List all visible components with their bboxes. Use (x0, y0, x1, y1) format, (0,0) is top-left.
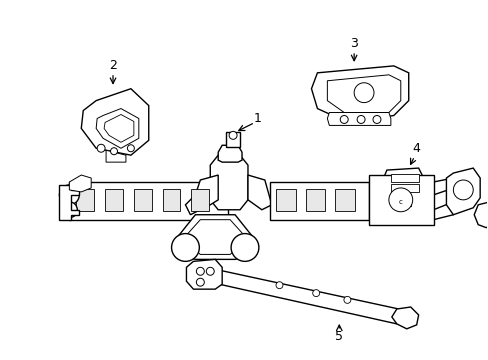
Text: 5: 5 (335, 330, 343, 343)
Circle shape (97, 144, 105, 152)
Circle shape (61, 202, 77, 218)
Bar (163, 189, 180, 211)
Bar (305, 189, 325, 211)
Polygon shape (326, 113, 390, 125)
Text: 2: 2 (109, 59, 117, 72)
Circle shape (60, 185, 79, 205)
Bar (134, 189, 151, 211)
Bar (275, 189, 295, 211)
Polygon shape (81, 89, 148, 155)
Text: 3: 3 (349, 37, 357, 50)
Bar (390, 174, 418, 182)
Circle shape (229, 131, 237, 139)
Bar (105, 189, 122, 211)
Polygon shape (218, 145, 242, 162)
Polygon shape (210, 155, 247, 210)
Polygon shape (247, 175, 271, 210)
Circle shape (196, 267, 204, 275)
Polygon shape (398, 198, 410, 206)
Circle shape (312, 290, 319, 297)
Circle shape (275, 282, 283, 289)
Circle shape (171, 234, 199, 261)
Circle shape (127, 145, 134, 152)
Bar (225, 132, 240, 147)
Bar (69, 182, 228, 220)
Circle shape (340, 116, 347, 123)
Bar (390, 184, 418, 192)
Polygon shape (185, 175, 218, 215)
Text: 4: 4 (412, 142, 420, 155)
Circle shape (343, 296, 350, 303)
Bar (269, 182, 368, 220)
Polygon shape (311, 66, 408, 118)
Bar (191, 189, 209, 211)
Polygon shape (186, 260, 222, 289)
Polygon shape (326, 75, 400, 113)
Circle shape (452, 180, 472, 200)
Polygon shape (104, 114, 134, 142)
Circle shape (372, 116, 380, 123)
Polygon shape (182, 220, 247, 255)
Text: c: c (398, 199, 402, 205)
Circle shape (231, 234, 258, 261)
Polygon shape (381, 168, 423, 200)
Polygon shape (391, 307, 418, 329)
Circle shape (206, 267, 214, 275)
Polygon shape (446, 168, 479, 215)
Polygon shape (106, 150, 126, 162)
Circle shape (388, 188, 412, 212)
Polygon shape (473, 202, 488, 228)
Circle shape (356, 116, 365, 123)
Polygon shape (210, 269, 404, 324)
Text: 1: 1 (253, 112, 261, 125)
Polygon shape (69, 175, 91, 192)
Polygon shape (175, 215, 254, 260)
Bar (335, 189, 354, 211)
Polygon shape (60, 185, 79, 220)
Polygon shape (96, 109, 139, 148)
Bar (368, 175, 433, 225)
Circle shape (196, 278, 204, 286)
Bar (76, 189, 94, 211)
Circle shape (110, 148, 117, 155)
Circle shape (353, 83, 373, 103)
